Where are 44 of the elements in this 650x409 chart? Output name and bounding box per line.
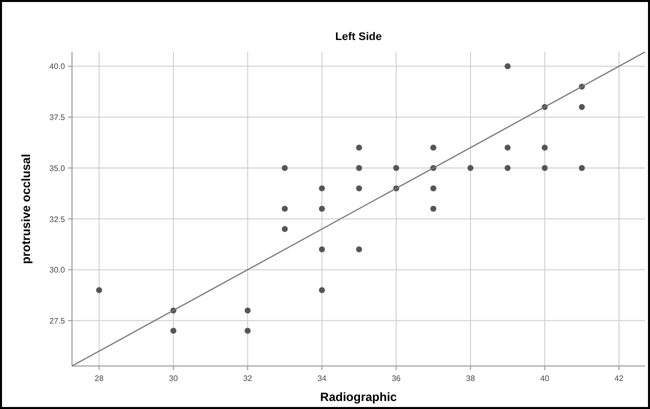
x-tick-label: 36 — [392, 374, 402, 383]
point — [96, 287, 102, 294]
point — [282, 164, 288, 171]
point — [430, 144, 436, 151]
x-tick-label: 34 — [317, 374, 327, 383]
point — [542, 144, 548, 151]
x-tick-label: 42 — [614, 374, 624, 383]
x-tick-label: 28 — [94, 374, 104, 383]
point — [318, 185, 325, 192]
point — [356, 246, 362, 252]
point — [282, 206, 288, 212]
point — [504, 164, 511, 171]
y-tick-label: 40.0 — [49, 62, 66, 72]
point — [578, 104, 585, 110]
x-tick-label: 32 — [243, 374, 253, 383]
x-tick-label: 40 — [540, 374, 550, 383]
y-axis-title: protrusive occlusal — [19, 154, 33, 264]
point — [467, 164, 474, 171]
x-tick-label: 30 — [168, 374, 178, 383]
point — [430, 206, 436, 212]
point — [430, 185, 436, 192]
point — [318, 287, 325, 294]
chart-title: Left Side — [335, 31, 382, 43]
point — [393, 164, 400, 171]
point — [282, 226, 288, 232]
y-tick-label: 37.5 — [49, 113, 66, 122]
y-tick-label: 32.5 — [49, 214, 66, 224]
point — [504, 63, 511, 70]
point — [356, 144, 362, 151]
point — [318, 206, 325, 212]
point — [244, 307, 251, 314]
point — [170, 328, 176, 334]
x-tick-label: 38 — [466, 374, 476, 383]
point — [542, 164, 548, 171]
y-tick-label: 30.0 — [49, 266, 66, 275]
point — [356, 164, 362, 171]
point — [356, 185, 362, 192]
point — [318, 246, 325, 252]
y-tick-label: 27.5 — [49, 316, 66, 326]
point — [578, 164, 585, 171]
x-axis-title: Radiographic — [320, 390, 398, 404]
point — [244, 328, 251, 334]
point — [504, 144, 511, 151]
y-tick-label: 35.0 — [49, 164, 66, 173]
